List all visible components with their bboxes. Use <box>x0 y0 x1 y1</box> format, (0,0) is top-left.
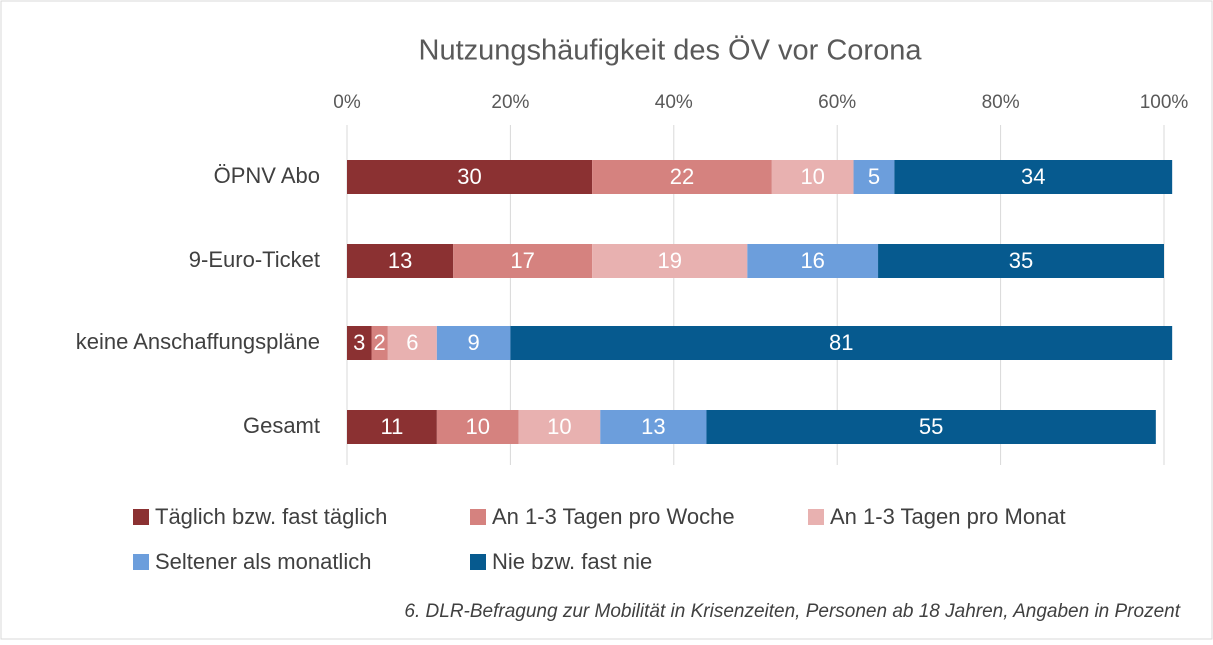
x-tick-label: 20% <box>491 92 529 113</box>
x-tick-label: 60% <box>818 92 856 113</box>
data-label: 19 <box>657 248 681 273</box>
x-tick-label: 100% <box>1140 92 1189 113</box>
data-label: 34 <box>1021 164 1045 189</box>
data-label: 13 <box>641 414 665 439</box>
x-tick-label: 0% <box>333 92 361 113</box>
data-label: 10 <box>547 414 571 439</box>
legend-label: Seltener als monatlich <box>155 549 371 574</box>
y-tick-label: ÖPNV Abo <box>214 163 320 188</box>
bar-segment <box>592 244 748 278</box>
x-tick-label: 80% <box>982 92 1020 113</box>
bar-segment <box>706 410 1156 444</box>
legend-swatch <box>470 554 486 570</box>
y-tick-label: keine Anschaffungspläne <box>76 329 320 354</box>
bar-segment <box>436 410 519 444</box>
data-label: 81 <box>829 330 853 355</box>
data-label: 3 <box>353 330 365 355</box>
bar-segment <box>347 410 437 444</box>
data-label: 17 <box>510 248 534 273</box>
data-label: 10 <box>465 414 489 439</box>
y-tick-label: Gesamt <box>243 413 320 438</box>
legend-label: An 1-3 Tagen pro Woche <box>492 504 735 529</box>
bar-segment <box>371 326 388 360</box>
data-label: 30 <box>457 164 481 189</box>
legend-swatch <box>133 509 149 525</box>
legend-label: An 1-3 Tagen pro Monat <box>830 504 1066 529</box>
legend-label: Nie bzw. fast nie <box>492 549 652 574</box>
data-label: 35 <box>1009 248 1033 273</box>
bar-segment <box>387 326 437 360</box>
bar-segment <box>518 410 601 444</box>
legend-swatch <box>470 509 486 525</box>
bar-segment <box>747 244 879 278</box>
bar-segment <box>436 326 511 360</box>
bar-segment <box>600 410 707 444</box>
data-label: 55 <box>919 414 943 439</box>
bar-segment <box>878 244 1164 278</box>
data-label: 10 <box>800 164 824 189</box>
y-tick-label: 9-Euro-Ticket <box>189 247 320 272</box>
bar-segment <box>510 326 1173 360</box>
data-label: 5 <box>868 164 880 189</box>
bar-segment <box>771 160 854 194</box>
bar-segment <box>894 160 1173 194</box>
legend-swatch <box>133 554 149 570</box>
legend-label: Täglich bzw. fast täglich <box>155 504 387 529</box>
bar-segment <box>347 244 454 278</box>
legend-swatch <box>808 509 824 525</box>
data-label: 9 <box>468 330 480 355</box>
bar-segment <box>347 160 593 194</box>
x-tick-label: 40% <box>655 92 693 113</box>
bar-segment <box>347 326 372 360</box>
data-label: 16 <box>800 248 824 273</box>
chart-title: Nutzungshäufigkeit des ÖV vor Corona <box>419 35 923 67</box>
bar-segment <box>853 160 895 194</box>
data-label: 6 <box>406 330 418 355</box>
footnote: 6. DLR-Befragung zur Mobilität in Krisen… <box>404 601 1180 622</box>
data-label: 22 <box>670 164 694 189</box>
bar-segment <box>453 244 593 278</box>
data-label: 11 <box>381 414 404 439</box>
data-label: 13 <box>388 248 412 273</box>
bar-segment <box>592 160 772 194</box>
data-label: 2 <box>374 330 386 355</box>
